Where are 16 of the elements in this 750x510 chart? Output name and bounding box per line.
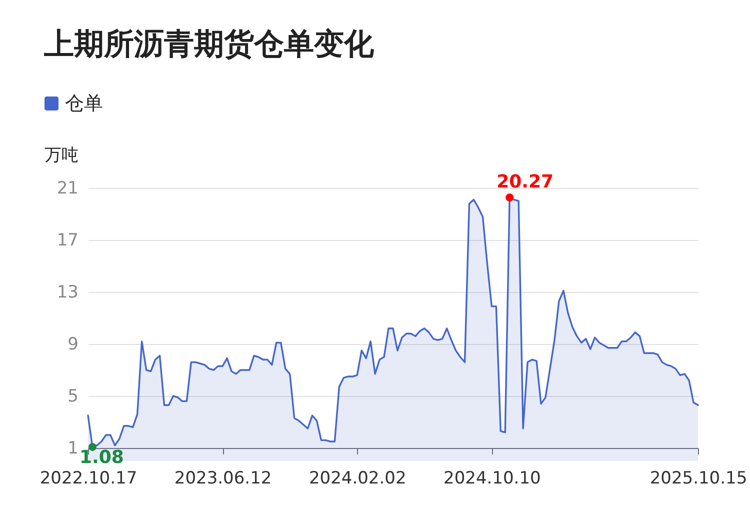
x-tick-label: 2024.02.02 [308,468,406,488]
legend-label: 仓单 [65,92,103,114]
y-tick-label: 9 [68,334,78,354]
y-axis-title: 万吨 [44,146,78,166]
x-tick-label: 2024.10.10 [444,468,541,488]
y-tick-label: 17 [56,230,78,250]
x-tick-label: 2022.10.17 [40,468,138,488]
data-label: 20.27 [496,171,554,192]
x-tick-label: 2023.06.12 [174,468,272,488]
chart-title: 上期所沥青期货仓单变化 [43,27,375,62]
data-label: 1.08 [79,446,124,468]
y-tick-label: 13 [56,282,78,302]
y-tick-label: 5 [68,386,78,406]
y-tick-label: 21 [56,178,78,198]
x-tick-label: 2025.10.15 [650,468,748,488]
y-tick-label: 1 [68,438,78,458]
